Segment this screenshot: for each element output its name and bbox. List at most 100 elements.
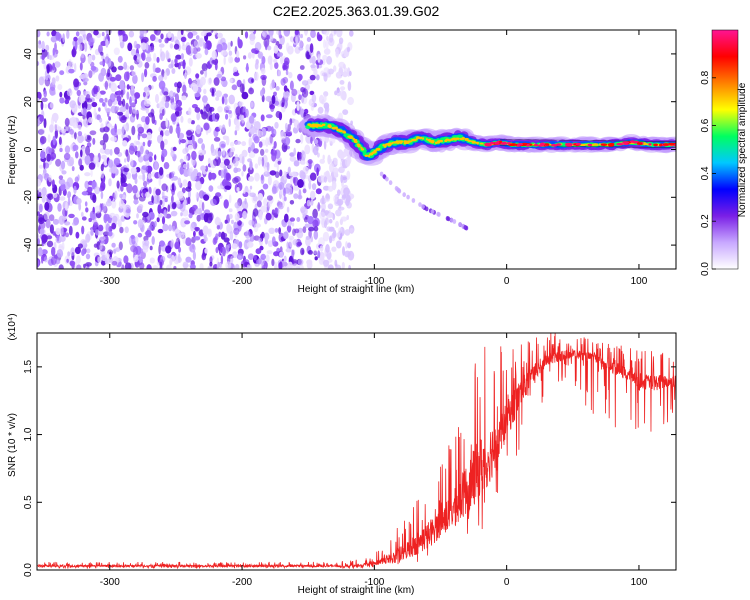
heatmap-cell	[455, 137, 460, 140]
heatmap-cell	[159, 240, 165, 247]
heatmap-cell	[109, 93, 116, 103]
heatmap-cell	[659, 144, 663, 147]
heatmap-cell	[39, 164, 43, 169]
heatmap-cell	[599, 143, 601, 146]
heatmap-cell	[67, 251, 71, 257]
heatmap-cell	[90, 229, 94, 236]
x-tick-label: -300	[100, 276, 120, 287]
heatmap-cell	[311, 55, 316, 65]
heatmap-cell	[200, 31, 207, 37]
heatmap-cell	[94, 205, 101, 214]
heatmap-cell	[217, 106, 223, 113]
heatmap-cell	[283, 85, 288, 92]
heatmap-cell	[267, 240, 274, 248]
heatmap-cell	[328, 226, 335, 232]
heatmap-cell	[156, 217, 160, 223]
heatmap-cell	[180, 115, 184, 123]
heatmap-cell	[75, 31, 80, 37]
heatmap-cell	[278, 30, 282, 39]
heatmap-cell	[122, 98, 126, 108]
heatmap-cell	[239, 83, 245, 94]
snr-y-ticks: 0.0 0.5 1.0 1.5	[23, 359, 676, 577]
heatmap-cell	[66, 30, 70, 39]
heatmap-cell	[349, 30, 354, 37]
heatmap-cell	[310, 236, 313, 243]
heatmap-cell	[286, 224, 292, 233]
heatmap-cell	[223, 233, 228, 238]
heatmap-cell	[45, 44, 50, 52]
heatmap-cell	[288, 235, 295, 241]
heatmap-cell	[278, 204, 284, 210]
heatmap-cell	[273, 100, 280, 106]
heatmap-cell	[279, 261, 283, 269]
heatmap-cell	[41, 193, 46, 203]
heatmap-cell	[298, 46, 304, 51]
x-tick-label: 100	[631, 577, 648, 588]
heatmap-cell	[436, 141, 441, 144]
heatmap-cell	[302, 88, 309, 98]
heatmap-cell	[319, 245, 324, 252]
heatmap-cell	[228, 118, 231, 127]
heatmap-cell	[360, 148, 365, 151]
heatmap-cell	[289, 156, 297, 162]
heatmap-cell	[163, 138, 168, 146]
heatmap-cell	[191, 134, 195, 145]
heatmap-cell	[279, 169, 283, 177]
heatmap-cell	[152, 75, 157, 82]
heatmap-cell	[452, 137, 457, 140]
heatmap-cell	[245, 230, 251, 239]
heatmap-marks	[37, 30, 676, 269]
heatmap-cell	[333, 158, 338, 165]
heatmap-cell	[354, 140, 358, 144]
heatmap-cell	[210, 172, 217, 180]
heatmap-cell	[121, 264, 125, 269]
heatmap-cell	[37, 211, 40, 216]
heatmap-cell	[104, 148, 111, 155]
heatmap-cell	[325, 192, 330, 200]
y-tick-label: 1.5	[23, 359, 34, 373]
heatmap-cell	[285, 69, 289, 76]
heatmap-cell	[161, 97, 165, 105]
heatmap-cell	[299, 106, 303, 116]
heatmap-cell	[310, 104, 314, 111]
heatmap-cell	[68, 225, 73, 236]
heatmap-cell	[209, 256, 213, 264]
y-tick-label: 0	[23, 146, 34, 152]
heatmap-cell	[342, 109, 349, 115]
heatmap-cell	[265, 125, 273, 132]
heatmap-cell	[442, 138, 446, 143]
heatmap-cell	[168, 63, 174, 69]
heatmap-cell	[121, 182, 128, 187]
heatmap-cell	[310, 64, 316, 69]
heatmap-cell	[242, 164, 247, 172]
heatmap-cell	[247, 52, 252, 59]
heatmap-cell	[271, 95, 276, 105]
heatmap-cell	[313, 145, 319, 156]
heatmap-cell	[313, 249, 317, 255]
heatmap-cell	[89, 130, 97, 136]
heatmap-cell	[153, 52, 157, 62]
heatmap-cell	[271, 209, 275, 216]
heatmap-cell	[346, 170, 351, 180]
heatmap-cell	[57, 203, 62, 212]
heatmap-cell	[126, 214, 130, 219]
heatmap-cell	[319, 211, 326, 220]
heatmap-cell	[284, 122, 288, 131]
heatmap-cell	[248, 30, 255, 33]
heatmap-cell	[160, 51, 166, 62]
heatmap-cell	[81, 100, 88, 111]
heatmap-cell	[148, 156, 153, 163]
heatmap-cell	[201, 253, 207, 261]
heatmap-cell	[261, 76, 267, 87]
heatmap-cell	[90, 169, 93, 178]
heatmap-cell	[161, 191, 165, 198]
heatmap-cell	[304, 30, 308, 36]
heatmap-cell	[48, 55, 55, 61]
heatmap-cell	[328, 218, 333, 224]
heatmap-cell	[265, 212, 272, 221]
heatmap-cell	[145, 132, 153, 141]
heatmap-cell	[81, 191, 89, 196]
heatmap-cell	[335, 240, 342, 249]
heatmap-cell	[180, 212, 183, 217]
heatmap-cell	[274, 62, 279, 69]
